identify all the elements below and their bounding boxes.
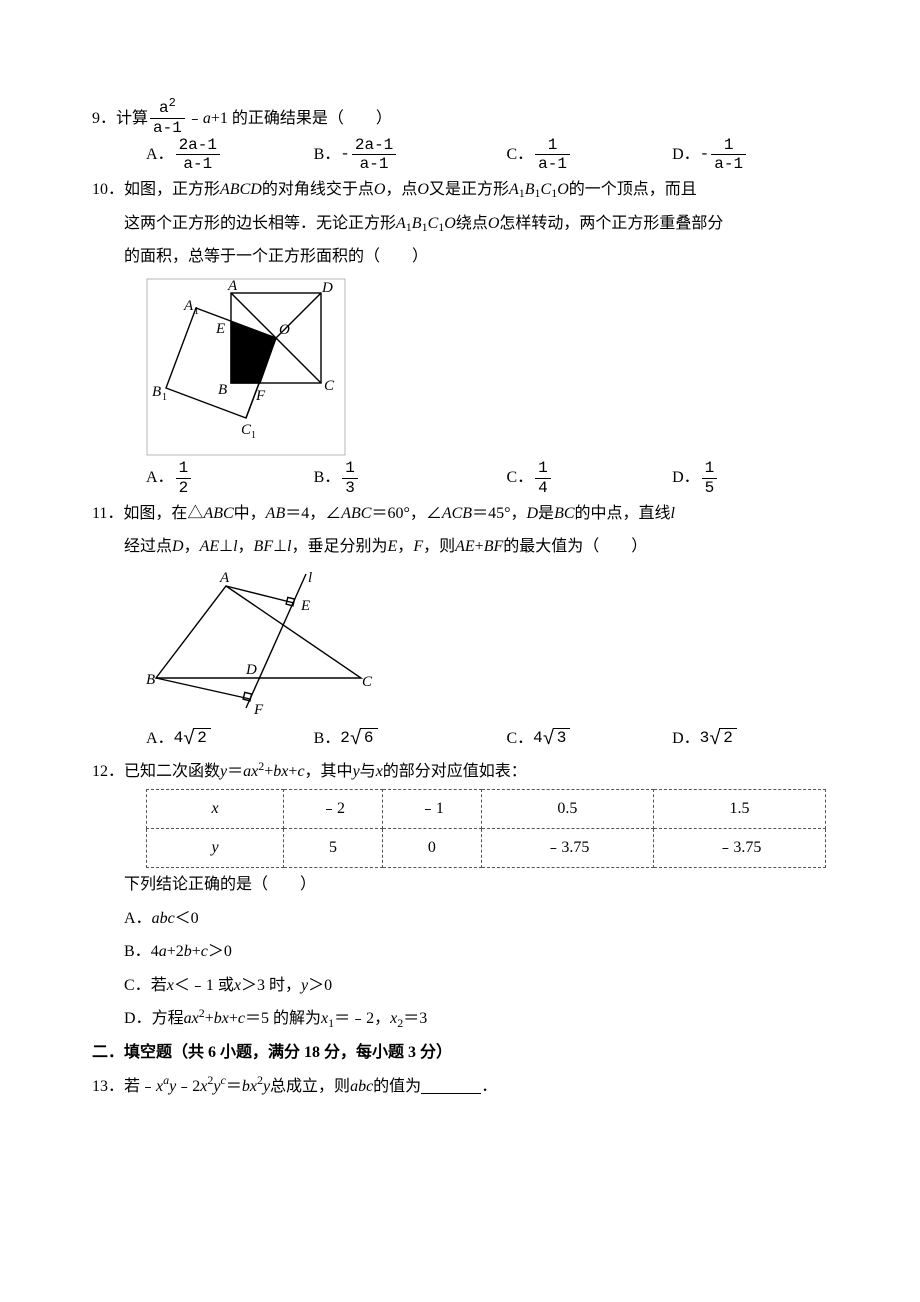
q9-option-a: A． 2a-1a-1 xyxy=(146,137,314,174)
q10-options: A． 12 B． 13 C． 14 D． 15 xyxy=(92,460,828,497)
q11-options: A． 4 √2 B． 2 √6 C． 4 √3 D． 3 √2 xyxy=(92,722,828,756)
q12-table: x ﹣2 ﹣1 0.5 1.5 y 5 0 ﹣3.75 ﹣3.75 xyxy=(146,789,826,868)
q10-option-d: D． 15 xyxy=(672,460,828,497)
q9-pre: 计算 xyxy=(116,102,148,136)
q9-option-c: C． 1a-1 xyxy=(506,137,672,174)
question-11-line1: 11． 如图，在△ABC 中，AB ＝4，∠ABC ＝60°，∠ACB ＝45°… xyxy=(92,497,828,531)
svg-text:A: A xyxy=(183,298,194,314)
svg-text:l: l xyxy=(308,570,312,586)
q9-option-b: B． - 2a-1a-1 xyxy=(314,137,507,174)
svg-text:A: A xyxy=(219,570,230,586)
q12-option-c: C． 若 x ＜﹣1 或 x ＞3 时，y ＞0 xyxy=(92,969,828,1003)
svg-text:D: D xyxy=(245,662,257,678)
q11-option-d: D． 3 √2 xyxy=(672,722,828,756)
svg-text:1: 1 xyxy=(162,392,167,403)
question-11-line2: 经过点 D ，AE ⊥l ，BF ⊥l ， 垂足分别为 E ，F ，则 AE +… xyxy=(92,530,828,564)
q9-options: A． 2a-1a-1 B． - 2a-1a-1 C． 1a-1 D． - 1a-… xyxy=(92,137,828,174)
q10-option-c: C． 14 xyxy=(506,460,672,497)
svg-text:F: F xyxy=(253,702,264,718)
q9-fraction: a2 a-1 xyxy=(150,100,185,137)
q11-figure: A B C D E F l xyxy=(92,568,828,718)
q11-option-b: B． 2 √6 xyxy=(314,722,507,756)
svg-text:C: C xyxy=(324,378,335,394)
q12-option-b: B． 4a +2b +c ＞0 xyxy=(92,935,828,969)
svg-text:B: B xyxy=(146,672,155,688)
svg-text:O: O xyxy=(279,322,290,338)
q10-figure: A D A1 B1 C1 O E F B C xyxy=(92,278,828,456)
q12-option-a: A． abc ＜0 xyxy=(92,902,828,936)
svg-text:C: C xyxy=(362,674,373,690)
svg-text:B: B xyxy=(218,382,227,398)
svg-text:1: 1 xyxy=(194,306,199,317)
section-2-header: 二．填空题（共 6 小题，满分 18 分，每小题 3 分） xyxy=(92,1036,828,1070)
svg-text:D: D xyxy=(321,280,333,296)
q9-option-d: D． - 1a-1 xyxy=(672,137,828,174)
question-12-stem: 12． 已知二次函数 y ＝ ax2 +bx +c ，其中 y 与 x 的部分对… xyxy=(92,755,828,789)
question-10-line3: 的面积，总等于一个正方形面积的（ ） xyxy=(92,240,828,274)
q12-option-d: D． 方程 ax2 +bx +c ＝5 的解为 x1 ＝﹣2， x2 ＝3 xyxy=(92,1002,828,1036)
q11-option-a: A． 4 √2 xyxy=(146,722,314,756)
question-10-line1: 10． 如图，正方形 ABCD 的对角线交于点 O ，点 O 又是正方形 A1B… xyxy=(92,173,828,207)
svg-text:1: 1 xyxy=(251,430,256,441)
question-13: 13． 若﹣ xay ﹣2 x2yc ＝ bx2y 总成立，则 abc 的值为 … xyxy=(92,1070,828,1104)
question-10-line2: 这两个正方形的边长相等．无论正方形 A1B1C1O 绕点 O 怎样转动，两个正方… xyxy=(92,207,828,241)
question-9-stem: 9． 计算 a2 a-1 ﹣ a +1 的正确结果是（ ） xyxy=(92,100,828,137)
q11-option-c: C． 4 √3 xyxy=(506,722,672,756)
svg-text:A: A xyxy=(227,278,238,294)
q12-conclusion: 下列结论正确的是（ ） xyxy=(92,868,828,902)
q13-blank xyxy=(421,1079,481,1094)
svg-text:B: B xyxy=(152,384,161,400)
svg-text:F: F xyxy=(255,388,266,404)
q10-option-b: B． 13 xyxy=(314,460,507,497)
q10-option-a: A． 12 xyxy=(146,460,314,497)
svg-text:E: E xyxy=(300,598,310,614)
q9-number: 9． xyxy=(92,102,116,136)
svg-text:E: E xyxy=(215,321,225,337)
